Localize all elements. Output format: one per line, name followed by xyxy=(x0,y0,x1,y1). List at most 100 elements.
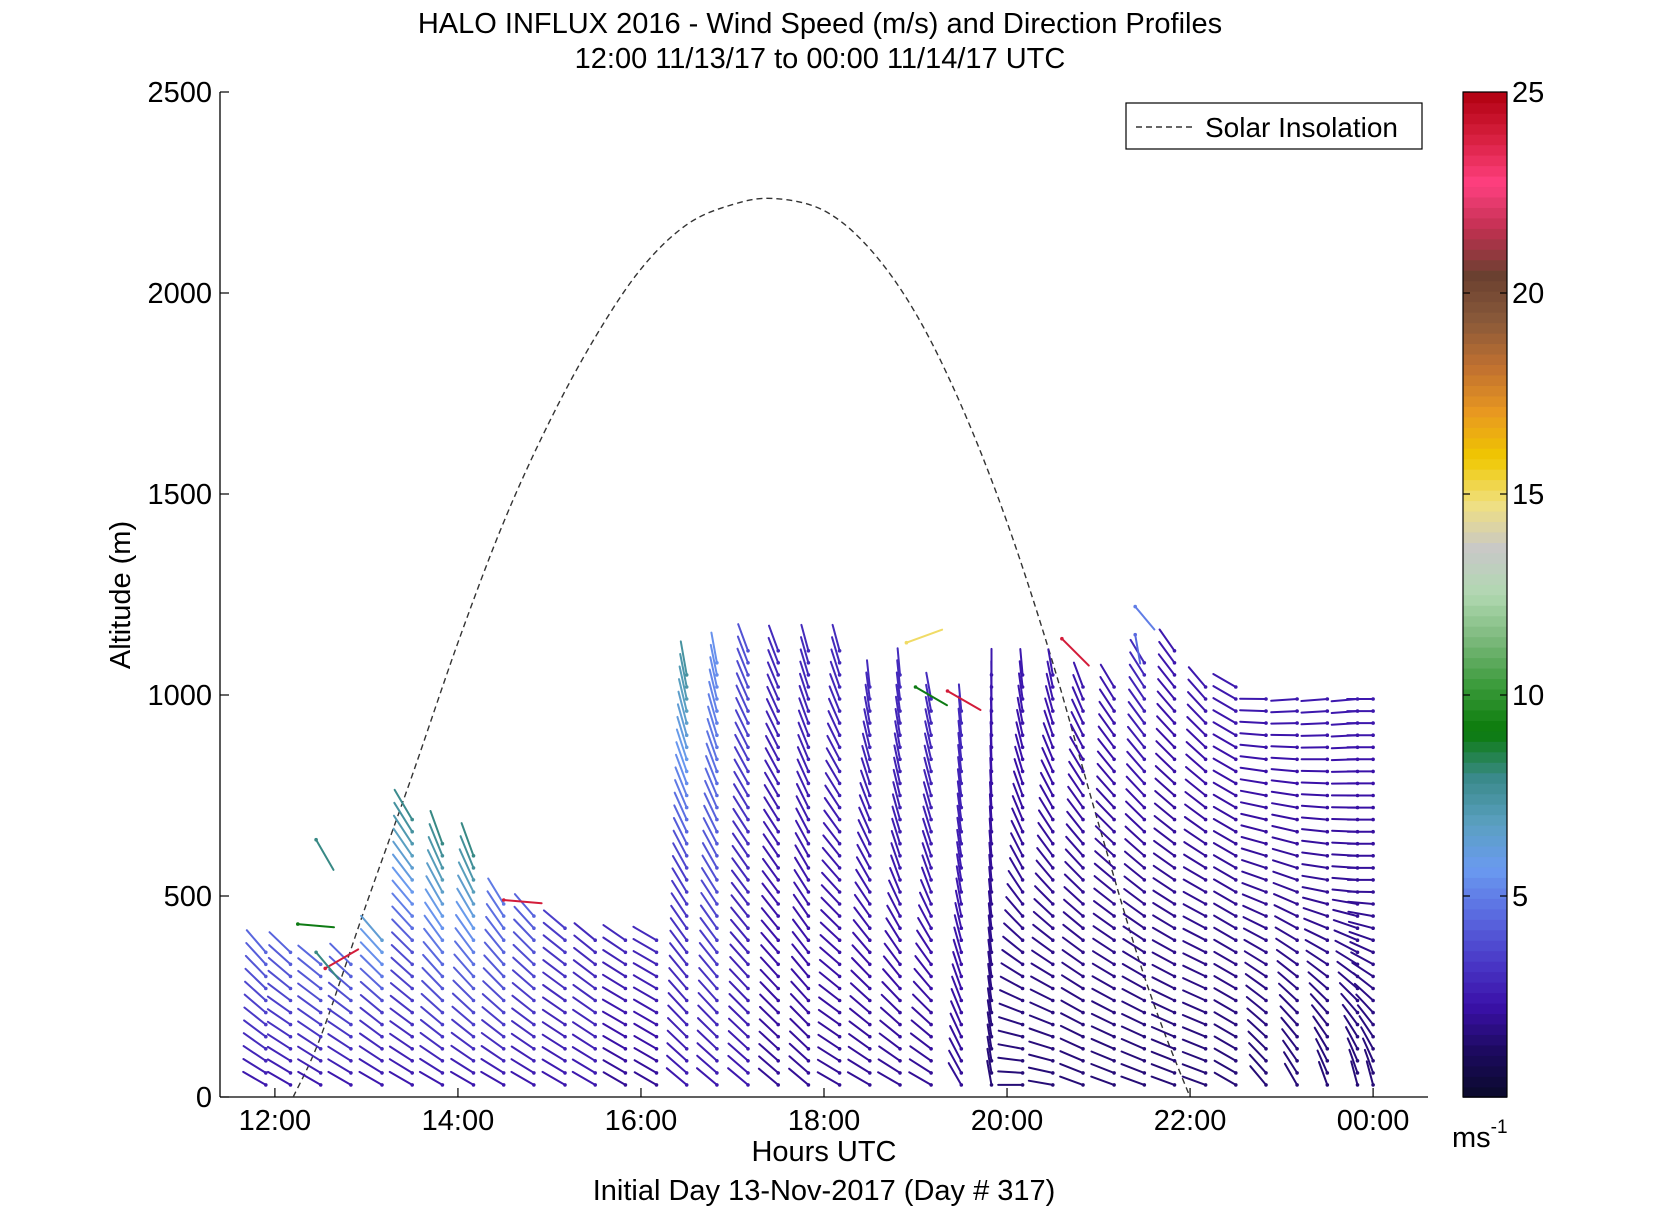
wind-vector xyxy=(736,635,750,665)
wind-vector-shaft xyxy=(572,959,597,978)
wind-vector-shaft xyxy=(698,954,718,978)
wind-vector-shaft xyxy=(670,904,688,930)
wind-vector xyxy=(861,732,872,762)
colorbar-band xyxy=(1463,542,1507,554)
wind-vector xyxy=(865,671,872,701)
wind-vector-shaft xyxy=(602,949,627,966)
wind-vector xyxy=(698,954,719,979)
colorbar-band xyxy=(1463,311,1507,324)
wind-vector-shaft xyxy=(824,772,841,797)
wind-vector-head xyxy=(1371,769,1375,774)
wind-vector xyxy=(878,1045,902,1063)
wind-vector xyxy=(482,980,506,1003)
colorbar-band xyxy=(1463,950,1507,962)
wind-vector-head xyxy=(898,793,902,798)
wind-vector-shaft xyxy=(957,719,963,749)
wind-vector-head xyxy=(715,854,719,858)
wind-vector-shaft xyxy=(266,1058,292,1074)
wind-vector xyxy=(1129,651,1147,677)
wind-vector xyxy=(393,788,415,822)
wind-vector xyxy=(732,795,750,822)
wind-vector xyxy=(1213,1047,1238,1063)
wind-vector-shaft xyxy=(792,906,810,930)
wind-vector xyxy=(1181,1038,1208,1051)
wind-vector xyxy=(572,971,597,991)
wind-vector xyxy=(297,1033,323,1051)
wind-vector xyxy=(924,732,933,762)
wind-vector-shaft xyxy=(1038,809,1054,833)
wind-vector xyxy=(799,660,811,689)
wind-vector xyxy=(1346,829,1375,834)
wind-vector-head xyxy=(989,757,994,762)
wind-vector-shaft xyxy=(852,931,871,954)
wind-vector-head xyxy=(837,962,842,967)
wind-vector xyxy=(266,1045,293,1063)
wind-vector-head xyxy=(959,781,964,786)
wind-vector-shaft xyxy=(297,995,322,1014)
wind-vector xyxy=(817,1033,842,1051)
wind-vector-shaft xyxy=(948,1049,963,1074)
wind-vector-head xyxy=(264,1034,268,1039)
wind-vector xyxy=(359,980,384,1003)
wind-vector-head xyxy=(1172,902,1177,906)
wind-vector-shaft xyxy=(822,834,841,857)
wind-vector-head xyxy=(1371,866,1375,870)
wind-vector xyxy=(1120,1050,1147,1063)
wind-vector-head xyxy=(1142,902,1147,906)
wind-vector-shaft xyxy=(701,854,718,881)
wind-vector xyxy=(1069,723,1085,750)
wind-vector-head xyxy=(1371,829,1375,834)
wind-vector xyxy=(794,844,811,870)
wind-vector-head xyxy=(1371,914,1375,918)
wind-vector-shaft xyxy=(327,1058,352,1074)
wind-vector-shaft xyxy=(1274,926,1299,942)
colorbar-band xyxy=(1463,898,1507,910)
wind-vector-shaft xyxy=(1184,791,1207,809)
wind-vector-shaft xyxy=(1120,1050,1146,1062)
wind-vector-head xyxy=(1325,950,1330,955)
wind-vector-shaft xyxy=(676,703,688,737)
wind-vector xyxy=(422,953,445,979)
wind-vector xyxy=(883,942,902,967)
wind-vector-head xyxy=(929,745,933,750)
colorbar-band xyxy=(1463,678,1507,690)
wind-vector-head xyxy=(684,1083,689,1087)
wind-vector xyxy=(1360,1026,1375,1051)
wind-vector xyxy=(727,1054,750,1075)
wind-vector xyxy=(1270,745,1299,750)
wind-vector-shaft xyxy=(297,1007,322,1026)
colorbar-band xyxy=(1463,374,1507,386)
wind-vector xyxy=(1063,873,1085,894)
wind-vector xyxy=(457,874,476,906)
wind-vector xyxy=(1212,842,1238,858)
wind-vector xyxy=(513,905,536,930)
wind-vector xyxy=(1128,688,1147,713)
chart-subtitle: 12:00 11/13/17 to 00:00 11/14/17 UTC xyxy=(575,43,1066,75)
wind-vector xyxy=(1042,734,1055,762)
colorbar-band xyxy=(1463,782,1507,795)
wind-vector-head xyxy=(288,950,293,955)
wind-vector-shaft xyxy=(957,756,963,785)
wind-vector xyxy=(863,708,872,737)
wind-vector-shaft xyxy=(1092,925,1116,942)
wind-vector-shaft xyxy=(766,673,780,700)
wind-vector xyxy=(1334,939,1360,955)
wind-vector-shaft xyxy=(421,966,444,990)
wind-vector-head xyxy=(776,1034,780,1039)
wind-vector-head xyxy=(837,757,842,762)
wind-vector-shaft xyxy=(359,954,383,978)
wind-vector-head xyxy=(898,697,902,701)
wind-vector xyxy=(795,783,811,810)
wind-vector-head xyxy=(563,1071,567,1075)
wind-vector-head xyxy=(684,1047,689,1051)
wind-vector-shaft xyxy=(762,857,780,881)
wind-vector-shaft xyxy=(957,731,963,761)
wind-vector xyxy=(817,1046,842,1063)
wind-vector xyxy=(788,1055,811,1075)
wind-vector-head xyxy=(1081,757,1085,762)
wind-vector-shaft xyxy=(426,849,444,881)
wind-vector xyxy=(989,647,994,677)
wind-vector xyxy=(358,1070,384,1087)
colorbar-band xyxy=(1463,971,1507,983)
wind-vector xyxy=(1276,960,1299,979)
